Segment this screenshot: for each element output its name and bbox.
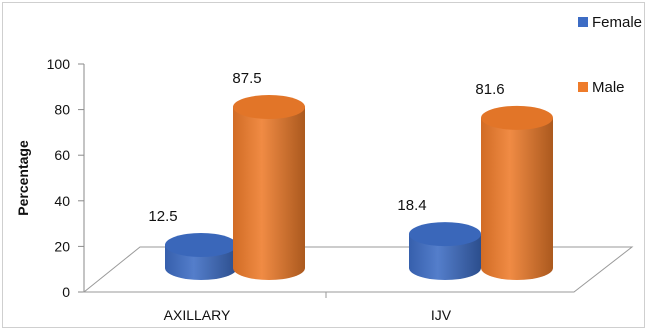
y-tick-label: 40 [54,193,70,209]
y-tick-label: 60 [54,147,70,163]
data-label: 81.6 [475,81,504,98]
bar-male-axillary [233,95,305,280]
bar-body [233,107,305,280]
y-tick-label: 80 [54,102,70,118]
bar-female-axillary [165,233,237,280]
y-axis-label: Percentage [15,140,31,216]
data-label: 18.4 [397,197,426,214]
bar-male-ijv [481,105,553,280]
bar-body [481,117,553,280]
data-label: 87.5 [232,70,261,87]
legend-label-female: Female [592,14,642,31]
bar-top [233,95,305,119]
y-tick-label: 20 [54,238,70,254]
bar-top [409,222,481,247]
x-category-label: IJV [431,307,452,323]
x-category-label: AXILLARY [164,307,231,323]
bar-female-ijv [409,222,481,280]
legend-swatch-male [578,82,588,92]
data-label: 12.5 [148,208,177,225]
legend-label-male: Male [592,79,625,96]
y-tick-label: 0 [62,284,70,300]
bar-top [481,105,553,130]
bar-body [409,234,481,280]
legend-swatch-female [578,17,588,27]
bar-top [165,233,237,257]
y-tick-label: 100 [47,56,71,72]
